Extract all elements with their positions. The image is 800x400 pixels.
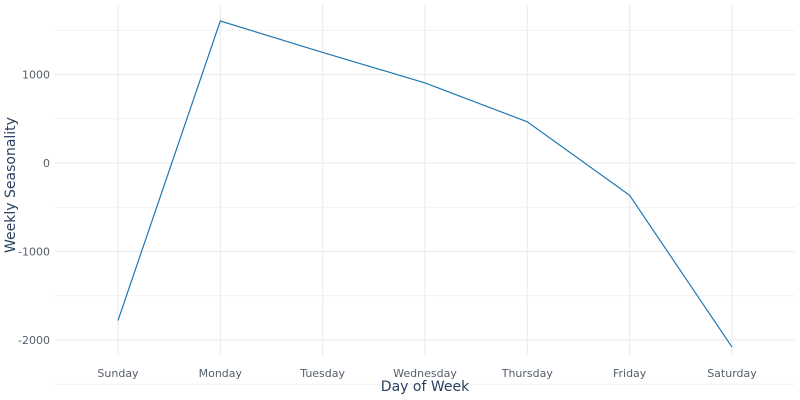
x-tick-label: Friday [613,367,647,380]
x-tick-label: Sunday [97,367,139,380]
y-tick-label: 1000 [22,69,50,82]
series-line [117,20,733,348]
y-tick-label: 0 [43,157,50,170]
x-tick-label: Tuesday [299,367,345,380]
y-tick-label: -1000 [18,246,50,259]
x-tick-labels: Sunday Monday Tuesday Wednesday Thursday Frid… [97,367,757,380]
series-layer [117,20,733,348]
x-axis-title: Day of Week [381,379,470,395]
y-tick-labels: -2000 -1000 0 1000 [18,69,50,348]
x-tick-label: Saturday [707,367,757,380]
y-axis-title: Weekly Seasonality [3,117,19,253]
x-tick-label: Monday [199,367,243,380]
grid-layer [55,5,795,385]
x-tick-label: Wednesday [393,367,457,380]
y-tick-label: -2000 [18,334,50,347]
x-tick-label: Thursday [501,367,554,380]
